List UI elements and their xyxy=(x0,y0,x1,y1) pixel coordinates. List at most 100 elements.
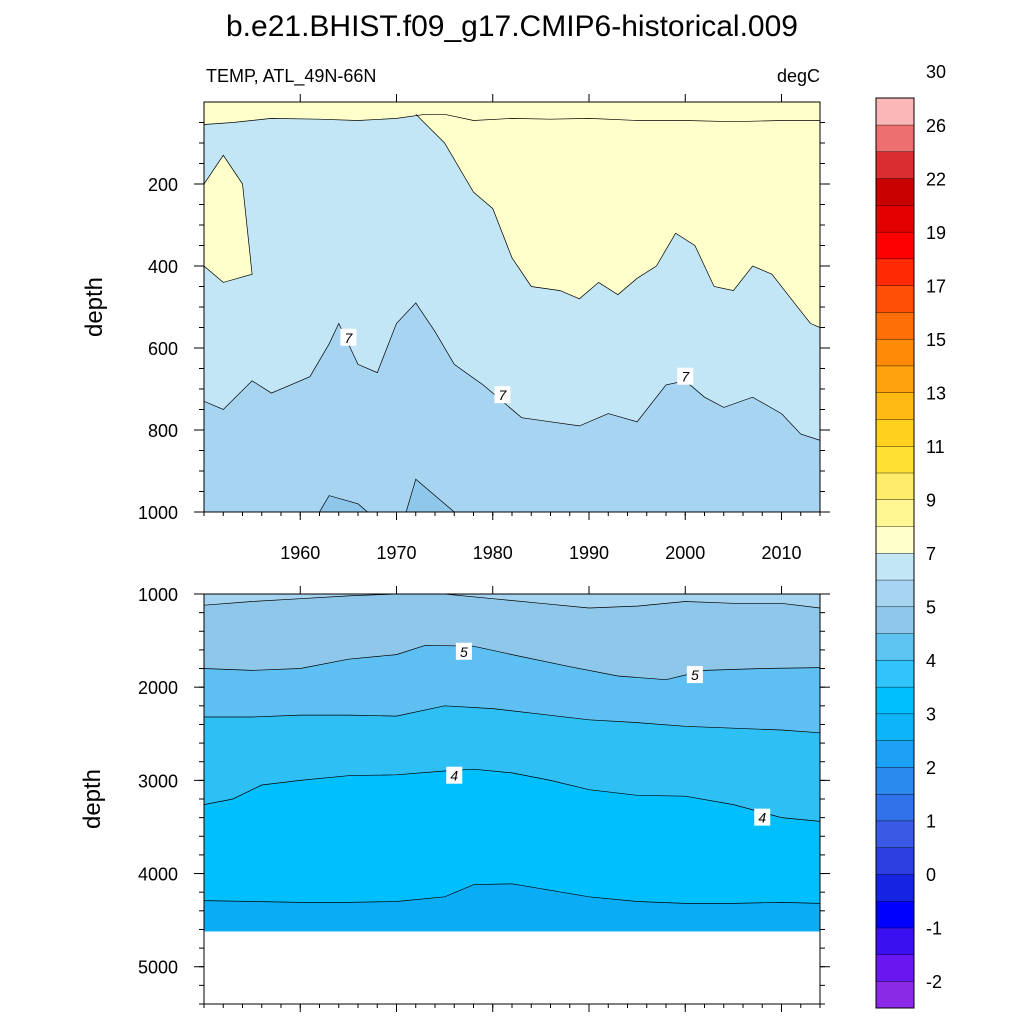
colorbar-swatch xyxy=(875,526,915,554)
colorbar-swatch xyxy=(875,365,915,393)
upper-y-tick-label: 1000 xyxy=(138,503,178,523)
upper-fill-warm-east xyxy=(415,102,820,328)
colorbar-swatch xyxy=(875,820,915,848)
upper-contour-label: 7 xyxy=(681,369,690,385)
upper-contour-fills xyxy=(204,102,820,512)
upper-fill-6-7 xyxy=(204,302,820,512)
upper-isotherm-6 xyxy=(319,478,455,512)
lower-contour-label-box xyxy=(754,808,771,826)
colorbar-swatch xyxy=(875,659,915,688)
lower-isotherm-3-5 xyxy=(204,883,820,904)
colorbar-label: 1 xyxy=(926,812,936,832)
lower-contour-label-box xyxy=(446,766,463,784)
upper-left-label: TEMP, ATL_49N-66N xyxy=(206,66,376,87)
upper-contour-label-box xyxy=(494,386,511,404)
colorbar-swatch xyxy=(875,258,915,286)
colorbar-swatch xyxy=(875,178,915,206)
lower-y-axis-label: depth xyxy=(79,769,106,829)
lower-contour-labels: 5 5 4 4 xyxy=(446,642,771,826)
colorbar-label: 4 xyxy=(926,651,936,671)
upper-y-tick-label: 600 xyxy=(148,339,178,359)
colorbar-swatch xyxy=(875,740,915,768)
colorbar-label: 7 xyxy=(926,544,936,564)
colorbar-swatch xyxy=(875,713,915,741)
colorbar-label: 13 xyxy=(926,383,946,403)
lower-axis-ticks: 1000 2000 3000 4000 5000 xyxy=(138,585,830,1012)
lower-y-tick-label: 2000 xyxy=(138,678,178,698)
colorbar-swatch xyxy=(875,311,915,340)
colorbar-swatch xyxy=(875,686,915,715)
upper-contour-label-box xyxy=(340,328,357,346)
chart-title: b.e21.BHIST.f09_g17.CMIP6-historical.009 xyxy=(226,10,798,43)
upper-contour-label: 7 xyxy=(344,330,353,346)
colorbar-swatch xyxy=(875,445,915,474)
lower-contour-label: 5 xyxy=(460,644,468,660)
colorbar: -2 -1 0 1 2 3 4 5 7 9 11 13 15 17 19 22 26 30 xyxy=(875,62,946,1009)
lower-plot-area xyxy=(204,594,820,1004)
colorbar-swatch xyxy=(875,633,915,661)
upper-units-label: degC xyxy=(777,66,820,86)
upper-axis-ticks: 1960 1970 1980 1990 2000 2010 200 400 600 800 1000 xyxy=(138,94,830,563)
colorbar-label: 17 xyxy=(926,276,946,296)
upper-x-tick-label: 1970 xyxy=(376,543,416,563)
colorbar-swatch xyxy=(875,124,915,153)
lower-y-tick-label: 5000 xyxy=(138,958,178,978)
lower-contour-label-box xyxy=(455,642,472,660)
upper-y-tick-label: 200 xyxy=(148,175,178,195)
colorbar-swatch xyxy=(875,338,915,367)
upper-x-tick-label: 2000 xyxy=(665,543,705,563)
colorbar-swatch xyxy=(875,579,915,608)
colorbar-swatch xyxy=(875,900,915,929)
upper-x-tick-label: 1960 xyxy=(280,543,320,563)
colorbar-swatch xyxy=(875,97,915,126)
colorbar-swatch xyxy=(875,927,915,955)
colorbar-label: 15 xyxy=(926,330,946,350)
colorbar-swatch xyxy=(875,981,915,1009)
upper-plot-area xyxy=(204,102,820,512)
colorbar-label: 19 xyxy=(926,223,946,243)
lower-y-tick-label: 1000 xyxy=(138,585,178,605)
lower-isotherm-4 xyxy=(204,768,820,822)
upper-isotherm-9-west xyxy=(204,154,253,283)
lower-contour-fills xyxy=(204,594,820,1004)
colorbar-label: 9 xyxy=(926,491,936,511)
colorbar-swatch xyxy=(875,418,915,447)
colorbar-label: 3 xyxy=(926,705,936,725)
colorbar-swatch xyxy=(875,766,915,795)
colorbar-swatch xyxy=(875,472,915,500)
colorbar-swatch xyxy=(875,231,915,260)
upper-isotherm-7 xyxy=(204,302,820,441)
lower-y-tick-label: 3000 xyxy=(138,771,178,791)
upper-y-tick-label: 800 xyxy=(148,421,178,441)
upper-contour-label: 7 xyxy=(498,387,507,403)
colorbar-label: 22 xyxy=(926,169,946,189)
upper-x-tick-label: 1990 xyxy=(569,543,609,563)
colorbar-swatch xyxy=(875,954,915,982)
colorbar-label: 11 xyxy=(926,437,945,457)
upper-contour-labels: 7 7 7 xyxy=(340,328,694,404)
upper-fill-5-6 xyxy=(319,479,455,512)
colorbar-label: 30 xyxy=(926,62,946,82)
colorbar-label: 26 xyxy=(926,116,946,136)
lower-contour-label: 4 xyxy=(450,768,458,784)
lower-fill-below-3-5 xyxy=(204,883,820,932)
lower-contour-label-box xyxy=(686,666,703,684)
upper-contour-lines xyxy=(204,113,820,512)
colorbar-swatch xyxy=(875,285,915,313)
upper-fill-warm-west xyxy=(204,155,253,283)
lower-contour-label: 4 xyxy=(758,810,766,826)
colorbar-label: 0 xyxy=(926,865,936,885)
upper-x-tick-label: 1980 xyxy=(473,543,513,563)
lower-isotherm-6 xyxy=(204,594,820,609)
lower-isotherm-4-5 xyxy=(204,705,820,734)
upper-x-tick-label: 2010 xyxy=(761,543,801,563)
colorbar-swatch xyxy=(875,793,915,822)
colorbar-label: 2 xyxy=(926,758,936,778)
colorbar-swatch xyxy=(875,847,915,875)
lower-contour-label: 5 xyxy=(691,667,699,683)
upper-isotherm-surface xyxy=(204,113,820,125)
lower-fill-below-4 xyxy=(204,769,820,932)
colorbar-swatch xyxy=(875,392,915,420)
colorbar-swatch xyxy=(875,873,915,902)
